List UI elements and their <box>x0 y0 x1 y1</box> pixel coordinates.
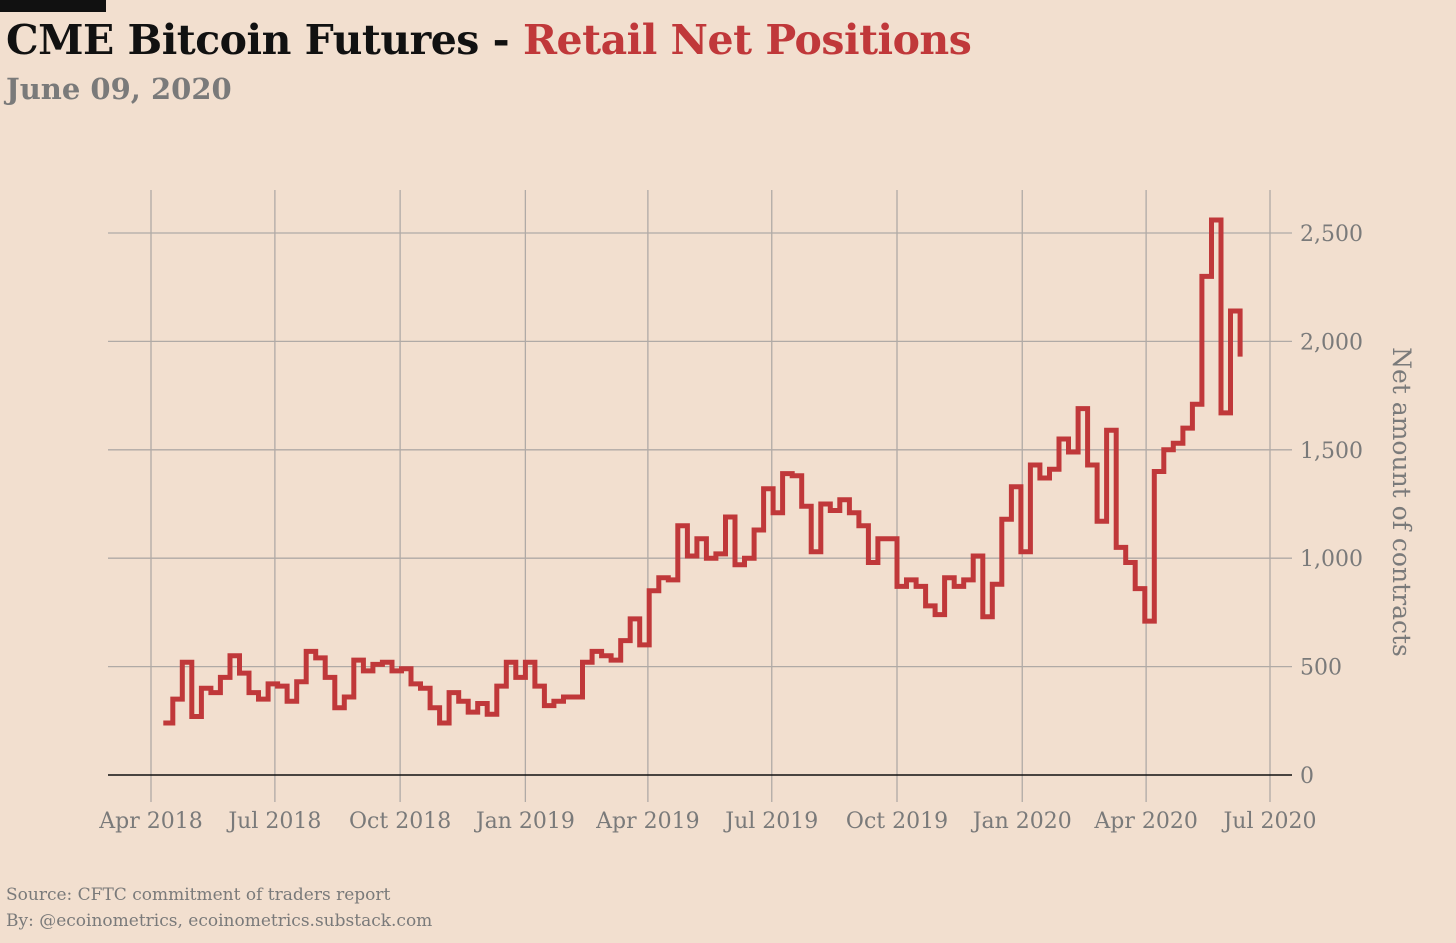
x-tick-label: Jan 2020 <box>971 809 1072 834</box>
y-tick-label: 1,500 <box>1300 439 1363 464</box>
y-tick-label: 2,500 <box>1300 222 1363 247</box>
x-tick-label: Jul 2019 <box>723 809 818 834</box>
y-tick-label: 2,000 <box>1300 330 1363 355</box>
retail-net-positions-line <box>163 217 1243 726</box>
x-tick-label: Apr 2018 <box>98 809 202 834</box>
x-tick-label: Oct 2019 <box>846 809 948 834</box>
vertical-gridlines <box>150 190 1271 802</box>
x-axis-ticks: Apr 2018 Jul 2018 Oct 2018 Jan 2019 Apr 2019… <box>98 809 1316 834</box>
title-accent: Retail Net Positions <box>522 16 972 64</box>
top-accent-bar <box>0 0 106 12</box>
horizontal-gridlines <box>108 232 1292 668</box>
source-note: Source: CFTC commitment of traders repor… <box>6 885 391 905</box>
y-tick-label: 0 <box>1300 764 1314 789</box>
y-axis-label: Net amount of contracts <box>1387 347 1416 657</box>
title-main: CME Bitcoin Futures - <box>6 16 523 64</box>
y-tick-label: 1,000 <box>1300 547 1363 572</box>
chart-title: CME Bitcoin Futures - Retail Net Positio… <box>6 16 972 64</box>
chart-subtitle: June 09, 2020 <box>6 72 232 106</box>
x-tick-label: Oct 2018 <box>349 809 451 834</box>
x-tick-label: Jul 2018 <box>226 809 321 834</box>
x-tick-label: Apr 2020 <box>1093 809 1197 834</box>
y-axis-ticks: 0 500 1,000 1,500 2,000 2,500 <box>1300 222 1363 789</box>
x-tick-label: Jul 2020 <box>1221 809 1316 834</box>
x-tick-label: Apr 2019 <box>595 809 699 834</box>
y-tick-label: 500 <box>1300 656 1342 681</box>
x-tick-label: Jan 2019 <box>474 809 575 834</box>
byline: By: @ecoinometrics, ecoinometrics.substa… <box>6 911 433 931</box>
